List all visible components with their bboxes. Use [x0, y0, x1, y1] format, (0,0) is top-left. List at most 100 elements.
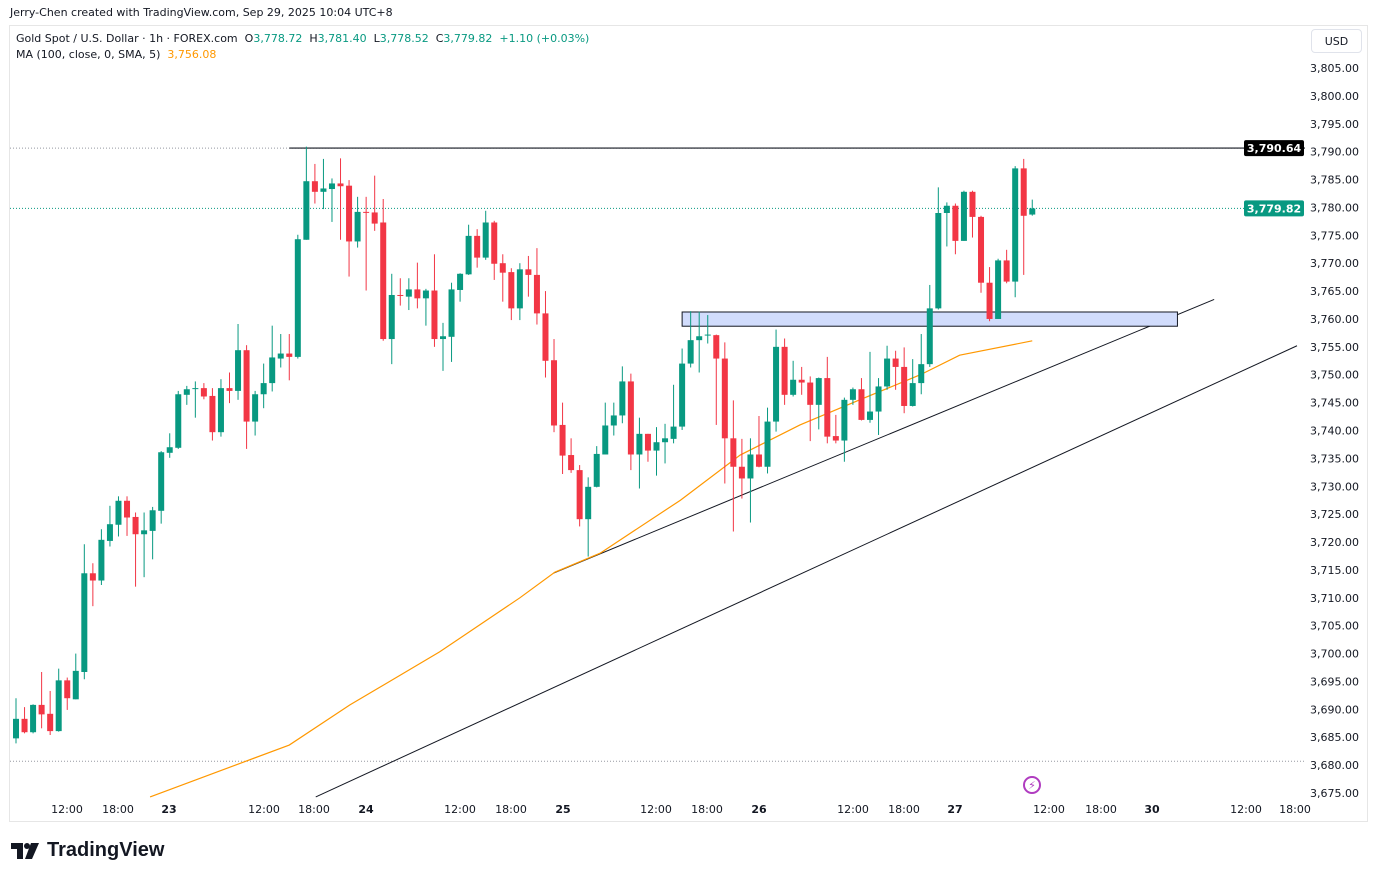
candle-down	[226, 388, 233, 391]
candle-down	[730, 438, 737, 467]
price-label-text: 3,779.82	[1247, 202, 1301, 215]
candle-up	[841, 399, 848, 441]
candle-up	[98, 539, 105, 581]
candle-up	[960, 191, 967, 241]
candle-up	[260, 383, 267, 395]
price-tick-label: 3,780.00	[1310, 201, 1359, 214]
price-tick-label: 3,760.00	[1310, 313, 1359, 326]
candle-down	[952, 205, 959, 241]
candle-down	[346, 185, 353, 242]
time-tick-label: 18:00	[495, 803, 527, 816]
candle-down	[499, 263, 506, 273]
candle-down	[38, 704, 45, 715]
candle-down	[901, 366, 908, 406]
low-value: 3,778.52	[379, 32, 429, 45]
candle-up	[235, 350, 242, 391]
reference-lines	[10, 147, 1305, 762]
price-tick-label: 3,795.00	[1310, 118, 1359, 131]
candle-up	[269, 357, 276, 384]
lightning-icon[interactable]: ⚡	[1023, 776, 1041, 794]
candle-up	[867, 411, 873, 420]
candle-down	[89, 573, 96, 581]
time-tick-label: 26	[751, 803, 767, 816]
candle-down	[1003, 260, 1010, 282]
candle-down	[858, 389, 865, 420]
trendline-upper	[552, 298, 1215, 574]
candle-up	[585, 486, 592, 520]
trendline-lower	[315, 345, 1298, 798]
candle-up	[602, 425, 609, 455]
time-tick-label: 18:00	[691, 803, 723, 816]
price-tick-label: 3,770.00	[1310, 257, 1359, 270]
time-tick-label: 30	[1144, 803, 1160, 816]
candle-down	[644, 433, 651, 451]
time-tick-label: 25	[555, 803, 570, 816]
candle-up	[465, 235, 472, 275]
time-tick-label: 12:00	[640, 803, 672, 816]
time-tick-label: 18:00	[1279, 803, 1311, 816]
candle-down	[892, 358, 899, 367]
candle-up	[679, 363, 686, 427]
symbol-title[interactable]: Gold Spot / U.S. Dollar · 1h · FOREX.com	[16, 32, 238, 45]
candle-down	[986, 282, 993, 319]
candle-down	[533, 274, 540, 314]
candle-down	[969, 191, 976, 217]
candle-up	[141, 530, 148, 535]
candle-down	[542, 313, 549, 361]
candle-up	[593, 453, 600, 487]
currency-button[interactable]: USD	[1311, 29, 1362, 53]
time-tick-label: 18:00	[298, 803, 330, 816]
candle-up	[192, 388, 199, 390]
close-value: 3,779.82	[443, 32, 493, 45]
candle-down	[21, 718, 28, 733]
price-tick-label: 3,685.00	[1310, 731, 1359, 744]
time-tick-label: 12:00	[837, 803, 869, 816]
candle-up	[815, 378, 822, 405]
candle-down	[64, 680, 71, 699]
candle-down	[414, 289, 421, 299]
price-tick-label: 3,690.00	[1310, 703, 1359, 716]
candle-up	[175, 394, 182, 448]
candle-up	[926, 308, 933, 365]
tradingview-logo: TradingView	[11, 839, 164, 862]
candle-up	[619, 381, 626, 416]
price-tick-label: 3,785.00	[1310, 174, 1359, 187]
candle-up	[935, 213, 942, 309]
candle-up	[183, 389, 190, 395]
open-label: O	[244, 32, 254, 45]
candle-down	[798, 379, 805, 383]
candle-down	[832, 436, 839, 441]
candle-up	[320, 188, 327, 192]
candle-down	[243, 350, 250, 422]
ma-label[interactable]: MA (100, close, 0, SMA, 5)	[16, 48, 161, 61]
candle-down	[721, 358, 728, 439]
candle-up	[72, 670, 79, 700]
time-tick-label: 24	[358, 803, 374, 816]
candle-down	[124, 500, 131, 518]
candle-down	[337, 183, 344, 187]
candle-up	[277, 353, 284, 359]
price-tick-label: 3,715.00	[1310, 564, 1359, 577]
candle-down	[431, 290, 438, 340]
candle-up	[405, 289, 412, 297]
candle-up	[252, 394, 259, 422]
price-tick-label: 3,695.00	[1310, 675, 1359, 688]
candle-up	[653, 442, 660, 451]
time-tick-label: 18:00	[102, 803, 134, 816]
price-tick-label: 3,755.00	[1310, 341, 1359, 354]
candle-up	[55, 680, 62, 732]
ma-line	[149, 340, 1033, 798]
time-axis: 12:00 18:00 23 12:00 18:00 24 12:00 18:00 25 12:0…	[51, 803, 1311, 816]
candle-up	[704, 334, 711, 336]
candle-down	[47, 713, 54, 732]
candle-up	[482, 222, 489, 258]
candle-down	[200, 388, 207, 397]
candle-up	[918, 364, 925, 384]
price-tick-label: 3,800.00	[1310, 90, 1359, 103]
candle-up	[81, 573, 88, 672]
candle-up	[30, 704, 37, 733]
candle-up	[687, 340, 694, 364]
price-tick-label: 3,730.00	[1310, 480, 1359, 493]
candle-up	[448, 289, 455, 337]
